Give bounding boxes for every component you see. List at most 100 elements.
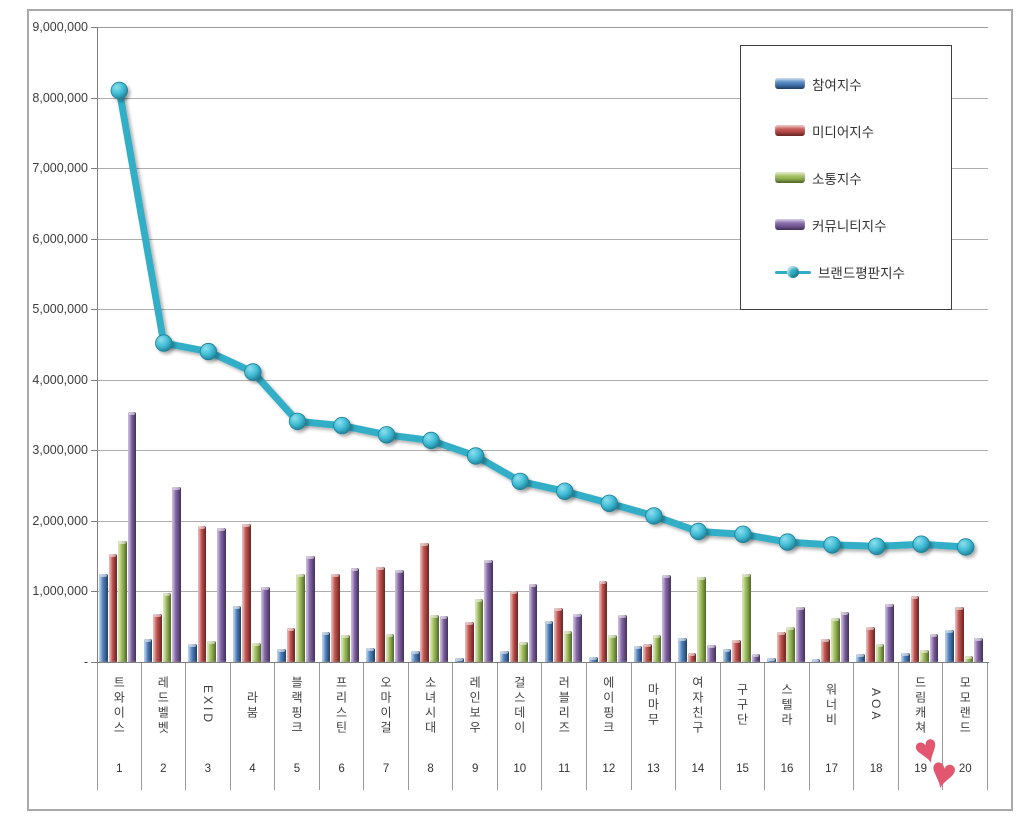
bar-커뮤니티지수-에이핑크 — [617, 614, 627, 662]
legend: 참여지수 미디어지수 소통지수 커뮤니티지수 브랜드평판지수 — [740, 45, 952, 310]
x-category-label: AOA — [869, 688, 884, 723]
bar-소통지수-레인보우 — [474, 598, 484, 662]
bar-top-highlight — [911, 596, 919, 600]
x-rank-label: 20 — [958, 763, 972, 775]
bar-참여지수-에이핑크 — [589, 657, 598, 662]
bar-top-highlight — [822, 638, 830, 642]
x-rank-label: 14 — [691, 763, 705, 775]
gridline — [97, 97, 988, 99]
line-marker-에이핑크 — [600, 494, 619, 513]
gridline — [97, 450, 988, 452]
line-marker-레인보우 — [467, 447, 485, 465]
bar-top-highlight — [307, 556, 314, 560]
bar-참여지수-AOA — [856, 653, 866, 662]
gridline — [97, 238, 988, 240]
bar-미디어지수-블랙핑크 — [286, 628, 296, 662]
line-marker-드림캐쳐 — [912, 535, 930, 553]
gridline — [97, 591, 988, 593]
x-category-label: 스텔라 — [779, 683, 794, 728]
x-rank-label: 18 — [869, 763, 883, 775]
x-category-label: 오마이걸 — [378, 675, 393, 736]
x-category-label: EXID — [200, 685, 215, 726]
x-category-cell: 블랙핑크 5 — [275, 663, 320, 790]
line-marker-AOA — [867, 537, 886, 556]
x-rank-label: 19 — [914, 763, 928, 775]
bar-top-highlight — [663, 575, 671, 579]
line-marker-소녀시대 — [422, 431, 440, 450]
bar-top-highlight — [287, 628, 295, 632]
bar-소통지수-라붐 — [251, 642, 261, 662]
bar-소통지수-오마이걸 — [385, 633, 395, 662]
bar-커뮤니티지수-여자친구 — [706, 645, 716, 662]
line-marker-스텔라 — [778, 533, 797, 551]
x-rank-label: 2 — [160, 763, 167, 775]
gridline — [97, 309, 988, 311]
bar-미디어지수-여자친구 — [687, 652, 697, 662]
x-rank-label: 9 — [471, 763, 479, 775]
y-tick-mark — [91, 379, 97, 381]
bar-참여지수-걸스데이 — [499, 650, 509, 662]
x-category-cell: AOA 18 — [854, 663, 899, 790]
x-rank-label: 5 — [293, 763, 301, 775]
x-category-cell: 드림캐쳐 19 — [899, 663, 944, 790]
line-marker-프리스틴 — [333, 416, 351, 435]
x-category-cell: 걸스데이 10 — [498, 663, 543, 790]
bar-참여지수-모모랜드 — [945, 630, 955, 662]
legend-bar-swatch-icon — [775, 219, 805, 230]
bar-top-highlight — [688, 652, 696, 656]
bar-미디어지수-걸스데이 — [509, 591, 519, 662]
bar-소통지수-스텔라 — [786, 626, 796, 662]
y-tick-mark — [91, 662, 97, 663]
bar-참여지수-드림캐쳐 — [900, 652, 910, 662]
bar-참여지수-오마이걸 — [366, 647, 375, 662]
x-rank-label: 8 — [427, 763, 434, 775]
bar-top-highlight — [832, 618, 839, 622]
line-marker-모모랜드 — [957, 538, 975, 556]
x-category-cell: 트와이스 1 — [97, 663, 142, 790]
bar-top-highlight — [154, 614, 161, 618]
bar-미디어지수-EXID — [197, 525, 207, 662]
y-tick-mark — [91, 168, 97, 170]
bar-소통지수-마마무 — [652, 635, 662, 662]
bar-top-highlight — [599, 580, 607, 584]
bar-top-highlight — [956, 606, 963, 610]
line-marker-워너비 — [823, 536, 841, 554]
x-rank-label: 3 — [204, 763, 212, 775]
bar-top-highlight — [411, 651, 419, 655]
bar-top-highlight — [768, 658, 775, 662]
bar-참여지수-레드벨벳 — [143, 638, 153, 662]
bar-커뮤니티지수-블랙핑크 — [306, 556, 315, 662]
y-tick-label: 2,000,000 — [32, 513, 88, 528]
bar-소통지수-블랙핑크 — [296, 573, 306, 662]
bar-소통지수-워너비 — [831, 618, 840, 662]
bar-소통지수-레드벨벳 — [162, 592, 172, 662]
bar-top-highlight — [233, 605, 241, 609]
bar-미디어지수-모모랜드 — [955, 606, 964, 662]
x-category-cell: EXID 3 — [186, 663, 231, 790]
bar-커뮤니티지수-소녀시대 — [439, 616, 449, 662]
bar-top-highlight — [396, 570, 403, 574]
bar-소통지수-트와이스 — [118, 540, 127, 662]
bar-참여지수-마마무 — [633, 645, 643, 662]
bar-top-highlight — [857, 653, 865, 657]
bar-커뮤니티지수-러블리즈 — [573, 614, 582, 662]
bar-top-highlight — [733, 640, 740, 644]
bar-top-highlight — [128, 411, 136, 415]
x-category-cell: 레인보우 9 — [453, 663, 498, 790]
x-category-label: 여자친구 — [690, 675, 705, 736]
bar-커뮤니티지수-마마무 — [662, 575, 672, 662]
bar-top-highlight — [698, 577, 706, 581]
bar-top-highlight — [634, 645, 642, 649]
legend-marker-icon — [787, 265, 799, 278]
x-rank-label: 16 — [780, 763, 794, 775]
x-rank-label: 11 — [558, 763, 571, 775]
bar-미디어지수-구구단 — [732, 640, 741, 662]
bar-참여지수-프리스틴 — [321, 632, 331, 662]
x-category-cell: 스텔라 16 — [765, 663, 810, 790]
bar-top-highlight — [109, 554, 117, 558]
bar-top-highlight — [500, 650, 508, 654]
bar-커뮤니티지수-스텔라 — [796, 606, 805, 662]
bar-top-highlight — [217, 527, 225, 531]
x-category-label: 구구단 — [734, 683, 749, 728]
